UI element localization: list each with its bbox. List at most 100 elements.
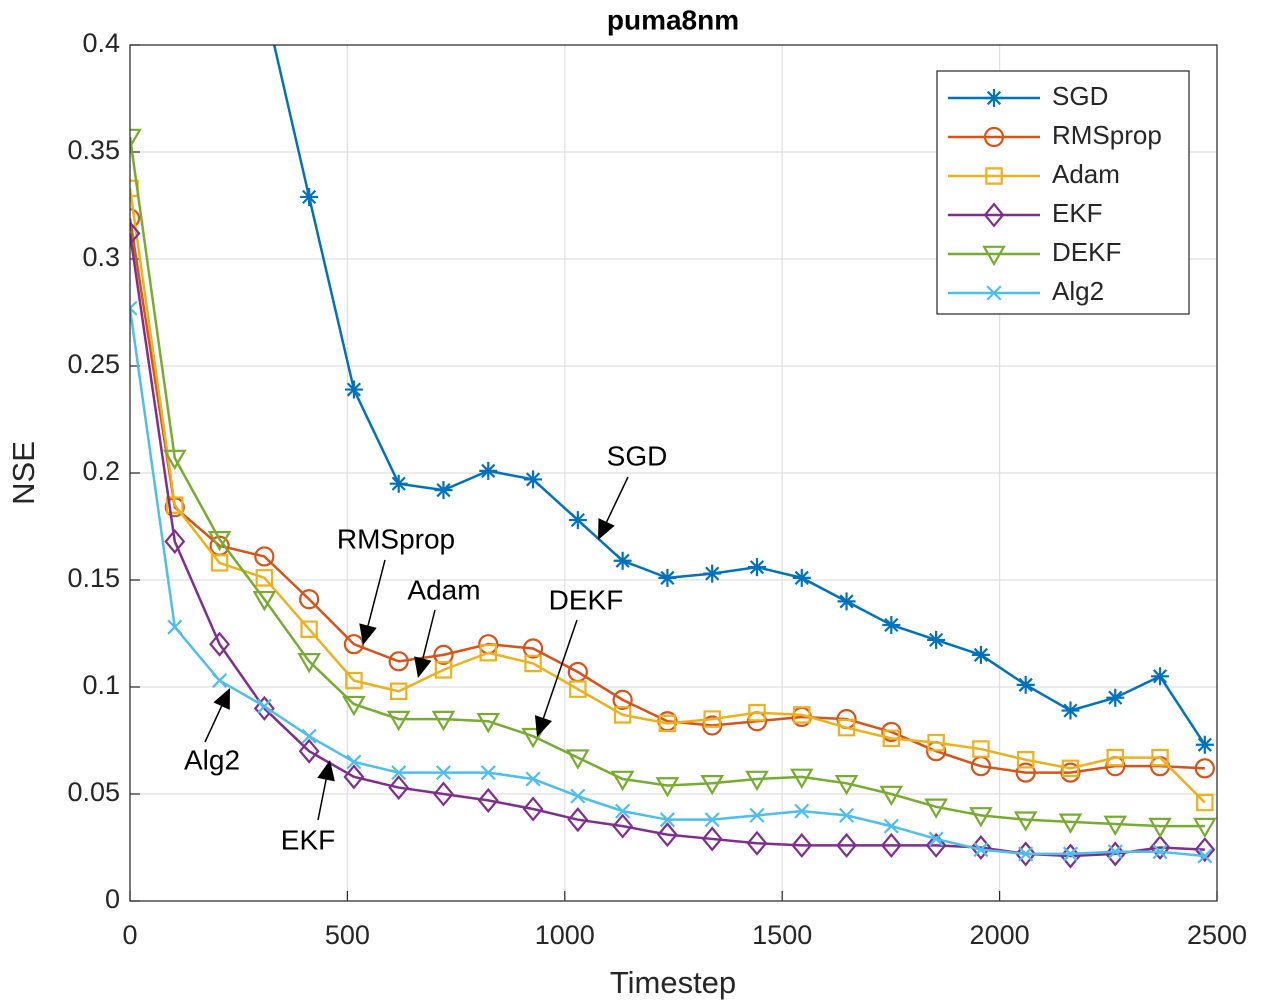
data-point	[1061, 759, 1080, 778]
data-point	[969, 807, 993, 828]
legend-label: DEKF	[1052, 237, 1121, 267]
data-point	[1194, 837, 1216, 863]
data-point	[207, 531, 232, 552]
data-point	[1196, 793, 1214, 812]
legend-marker	[983, 126, 1005, 148]
data-point	[1197, 848, 1213, 864]
annotation-arrowhead	[414, 656, 432, 678]
data-point	[1062, 846, 1079, 862]
annotation-arrow	[367, 559, 386, 626]
data-point	[524, 654, 542, 673]
data-point	[970, 756, 992, 777]
data-point	[748, 703, 766, 722]
annotations: SGD RMSprop Adam DEKF Alg2 EKF	[184, 440, 667, 855]
data-point	[655, 777, 680, 798]
x-tick-label: 500	[325, 920, 370, 950]
data-point	[749, 807, 765, 823]
data-point	[927, 733, 945, 752]
annotation-arrow	[542, 619, 578, 719]
data-point	[386, 710, 411, 732]
y-tick-label: 0	[105, 884, 120, 914]
axes-box	[129, 44, 1218, 902]
data-point	[613, 551, 632, 570]
annotation-arrowhead	[317, 760, 335, 782]
data-point	[1103, 815, 1128, 837]
data-point	[837, 592, 856, 611]
data-point	[1151, 748, 1169, 767]
data-point	[389, 682, 408, 701]
legend-label: EKF	[1052, 198, 1103, 228]
data-point	[925, 832, 947, 858]
data-point	[972, 740, 990, 758]
data-point	[882, 615, 901, 634]
annotation-text: DEKF	[549, 584, 624, 615]
data-point	[479, 644, 498, 662]
series-line	[130, 188, 1206, 804]
data-point	[658, 714, 677, 733]
data-point	[659, 812, 675, 828]
legend-marker	[985, 89, 1003, 107]
y-tick-label: 0.3	[82, 242, 120, 272]
data-point	[255, 569, 274, 587]
data-point	[209, 631, 231, 657]
data-point	[343, 764, 365, 790]
data-point	[928, 831, 944, 847]
data-point	[1015, 841, 1037, 867]
data-point	[1016, 751, 1035, 769]
data-point	[388, 651, 409, 672]
data-point	[1148, 817, 1172, 839]
data-point	[1194, 758, 1215, 779]
grid: 0 500 1000 1500 2000 2500 0 0.05 0.1 0.15 0.2 0.25 0…	[67, 28, 1247, 950]
data-point	[1058, 813, 1083, 834]
annotation-arrow	[422, 609, 436, 659]
x-tick-label: 0	[122, 920, 137, 950]
data-point	[342, 695, 366, 717]
data-point	[1195, 735, 1214, 754]
data-point	[522, 796, 544, 822]
data-point	[703, 710, 721, 728]
legend: SGD RMSprop Adam EKF DEKF Alg2	[936, 70, 1190, 315]
data-point	[567, 807, 589, 833]
y-axis-label: NSE	[6, 441, 41, 505]
data-point	[162, 449, 187, 471]
series-group	[130, 45, 1217, 869]
annotation-arrowhead	[534, 715, 552, 737]
data-point	[477, 787, 499, 813]
series-line	[130, 218, 1205, 774]
legend-label: RMSprop	[1052, 120, 1162, 150]
data-point	[880, 832, 902, 858]
data-point	[480, 765, 496, 781]
legend-marker	[985, 167, 1003, 185]
data-point	[346, 754, 362, 770]
data-point	[566, 749, 590, 770]
data-point	[568, 511, 587, 530]
data-point	[1151, 667, 1170, 686]
data-point	[702, 715, 723, 736]
data-point	[478, 634, 499, 655]
y-tick-label: 0.05	[67, 777, 120, 807]
data-point	[391, 765, 407, 781]
data-point	[569, 680, 587, 698]
data-point	[656, 822, 678, 848]
data-point	[433, 781, 454, 807]
data-point	[658, 568, 677, 587]
data-point	[301, 728, 317, 744]
data-point	[703, 564, 722, 583]
data-point	[525, 771, 541, 787]
data-point	[166, 496, 184, 514]
data-point	[1060, 762, 1081, 783]
y-tick-label: 0.35	[67, 135, 120, 165]
annotation-text: Adam	[407, 574, 480, 605]
data-point	[344, 380, 363, 399]
data-point	[256, 698, 272, 714]
annotation-arrowhead	[598, 518, 615, 540]
data-point	[657, 711, 678, 732]
data-point	[524, 470, 543, 489]
data-point	[164, 528, 186, 554]
data-point	[130, 220, 141, 246]
data-point	[1106, 748, 1125, 767]
annotation-text: RMSprop	[337, 523, 455, 554]
legend-label: SGD	[1052, 81, 1108, 111]
data-point	[836, 832, 857, 858]
data-point	[879, 785, 904, 807]
